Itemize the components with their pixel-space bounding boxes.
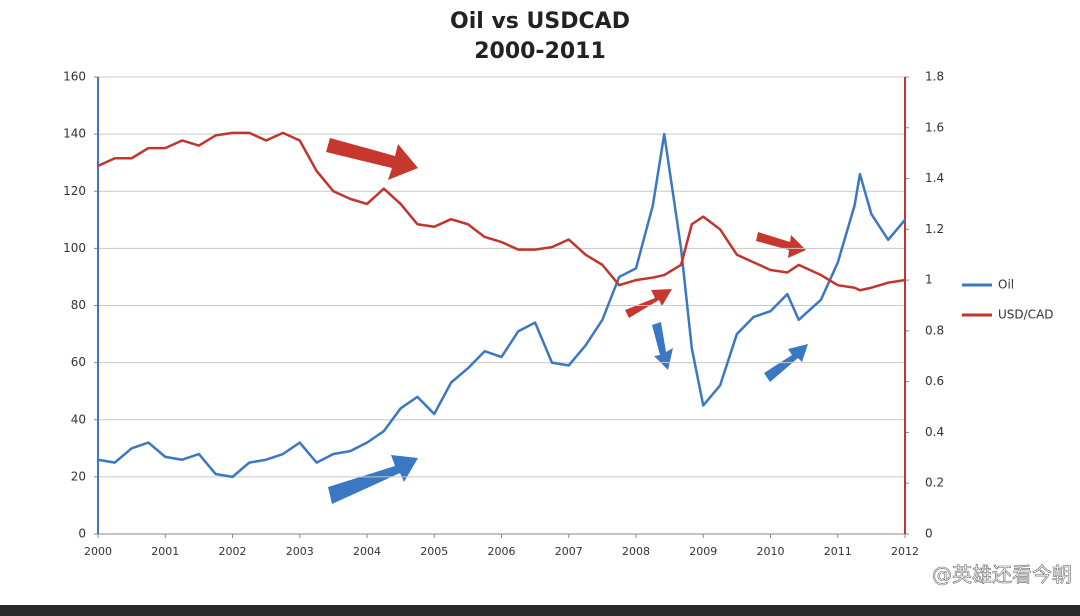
y2-tick-label: 0.8: [925, 323, 944, 337]
x-tick-label: 2007: [555, 545, 583, 558]
x-tick-label: 2001: [151, 545, 179, 558]
y2-tick-label: 1.6: [925, 120, 944, 134]
chart-subtitle: 2000-2011: [474, 39, 606, 64]
y-tick-label: 160: [63, 70, 86, 84]
arrow: [756, 232, 806, 258]
y-tick-label: 20: [71, 469, 86, 483]
x-tick-label: 2004: [353, 545, 381, 558]
y-tick-label: 80: [71, 298, 86, 312]
y-tick-label: 120: [63, 184, 86, 198]
arrow: [326, 138, 418, 180]
y2-tick-label: 1.2: [925, 222, 944, 236]
y-tick-label: 0: [78, 527, 86, 541]
x-tick-label: 2012: [891, 545, 919, 558]
x-tick-label: 2005: [420, 545, 448, 558]
x-tick-label: 2008: [622, 545, 650, 558]
y-tick-label: 140: [63, 127, 86, 141]
x-tick-label: 2009: [689, 545, 717, 558]
y-tick-label: 100: [63, 241, 86, 255]
y2-tick-label: 0.6: [925, 374, 944, 388]
chart-title: Oil vs USDCAD: [450, 9, 630, 34]
legend-label: USD/CAD: [998, 308, 1054, 322]
watermark: @英雄还看今朝: [932, 563, 1072, 587]
x-tick-label: 2006: [488, 545, 516, 558]
x-tick-label: 2011: [824, 545, 852, 558]
arrow: [328, 455, 418, 504]
legend-label: Oil: [998, 278, 1014, 292]
y-tick-label: 40: [71, 412, 86, 426]
x-tick-label: 2003: [286, 545, 314, 558]
y2-tick-label: 1: [925, 273, 933, 287]
annotation-arrows: [326, 138, 808, 504]
y2-tick-label: 1.8: [925, 70, 944, 84]
y2-tick-label: 0.2: [925, 476, 944, 490]
series-line: [97, 132, 906, 479]
series-line: [97, 131, 906, 292]
bottom-bar: [0, 605, 1080, 616]
y2-tick-label: 0: [925, 527, 933, 541]
y2-tick-label: 1.4: [925, 171, 944, 185]
arrow: [625, 289, 672, 318]
x-tick-label: 2010: [757, 545, 785, 558]
y-tick-label: 60: [71, 355, 86, 369]
x-tick-label: 2002: [219, 545, 247, 558]
x-tick-label: 2000: [84, 545, 112, 558]
y2-tick-label: 0.4: [925, 425, 944, 439]
arrow: [652, 322, 673, 370]
